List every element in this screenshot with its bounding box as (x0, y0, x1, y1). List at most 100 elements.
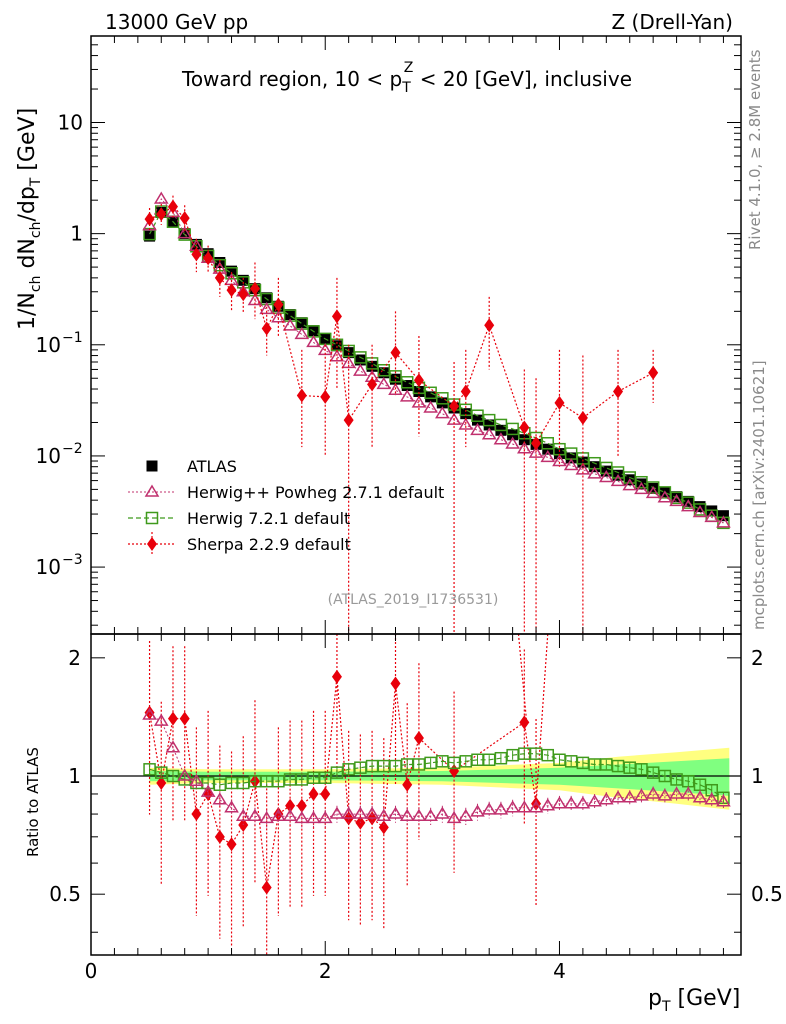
herwigpp-point (247, 293, 263, 306)
herwigpp-ratio-point (716, 794, 731, 807)
herwigpp-point (282, 318, 298, 331)
sherpa-ratio-point (167, 711, 178, 726)
herwigpp-point (634, 481, 649, 495)
herwigpp-point (446, 412, 462, 425)
atlas-point (518, 434, 530, 446)
sherpa-point (191, 247, 202, 262)
herwigpp-ratio-point (399, 808, 415, 821)
atlas-point (354, 354, 366, 366)
sherpa-point (390, 345, 401, 360)
herwigpp-ratio-point (458, 808, 474, 821)
herwigpp-ratio-point (294, 810, 310, 824)
x-tick-label: 0 (85, 959, 98, 983)
ratio-panel (91, 634, 741, 955)
sherpa-ratio-excursion (535, 634, 549, 804)
herwigpp-point (271, 310, 286, 323)
sherpa-ratio-point (519, 715, 530, 730)
title-subscript: T (401, 80, 411, 96)
herwigpp-ratio-point (142, 707, 157, 720)
herwigpp-ratio-point (481, 802, 497, 815)
sherpa-point (343, 413, 354, 428)
herwigpp-point (259, 301, 275, 315)
herwigpp-ratio-point (692, 790, 708, 803)
sherpa-line (149, 205, 654, 445)
atlas-point (565, 452, 577, 464)
sherpa-point (203, 251, 214, 266)
herwigpp-ratio-point (575, 796, 591, 809)
herwigpp-ratio-point (704, 792, 720, 805)
atlas-point (284, 309, 296, 321)
sherpa-ratio-point (261, 880, 272, 895)
legend-entry: Herwig++ Powheg 2.7.1 default (128, 483, 444, 502)
ratio-y-tick-label: 0.5 (49, 882, 81, 906)
sherpa-point (460, 384, 471, 399)
atlas-point (378, 367, 390, 379)
herwigpp-ratio-point (317, 810, 333, 824)
ratio-y-tick-label-right: 1 (751, 764, 764, 788)
sherpa-point (296, 388, 307, 403)
herwigpp-point (657, 490, 673, 503)
herwigpp-point (153, 191, 169, 204)
legend-entry: ATLAS (146, 457, 237, 476)
atlas-point (471, 414, 483, 426)
svg-text:Toward region, 10 < pTZ < 20 [: Toward region, 10 < pTZ < 20 [GeV], incl… (181, 60, 632, 96)
legend-entry: Herwig 7.2.1 default (128, 509, 350, 528)
atlas-point (413, 385, 425, 397)
atlas-point (436, 397, 448, 409)
legend-marker (144, 484, 160, 497)
sherpa-ratio-point (273, 807, 284, 822)
herwigpp-point (329, 349, 345, 362)
title-text: Toward region, 10 < p (181, 67, 402, 91)
herwigpp-ratio-point (563, 796, 579, 809)
legend-marker (147, 537, 157, 551)
sherpa-point (214, 270, 225, 285)
herwigpp-point (563, 458, 579, 471)
analysis-id: (ATLAS_2019_I1736531) (328, 592, 499, 608)
sherpa-point (519, 420, 530, 435)
sherpa-ratio-point (449, 763, 460, 778)
herwigpp-ratio-point (634, 788, 649, 801)
herwigpp-ratio-point (235, 808, 251, 821)
herwigpp-point (376, 376, 392, 390)
ratio-y-tick-label: 2 (68, 646, 81, 670)
sherpa-ratio-point (308, 786, 319, 801)
herwigpp-point (610, 473, 626, 487)
title-superscript: Z (404, 60, 414, 76)
herwigpp-ratio-point (271, 808, 286, 821)
sherpa-point (331, 309, 342, 324)
sherpa-point (449, 399, 460, 414)
herwigpp-ratio-point (423, 808, 438, 821)
herwigpp-ratio-point (165, 740, 181, 753)
y-axis-label: 1/Nch dNch/dpT [GeV] (15, 108, 44, 330)
herwigpp-point (411, 395, 427, 408)
herwigpp-ratio-point (376, 808, 392, 821)
y-tick-label: 10 (36, 333, 61, 357)
herwigpp-point (692, 505, 708, 518)
herwigpp-point (716, 515, 731, 528)
atlas-point (331, 340, 343, 352)
legend-label: Herwig++ Powheg 2.7.1 default (187, 483, 444, 502)
sherpa-point (167, 199, 178, 214)
y-tick-exponent: −1 (62, 330, 83, 346)
herwigpp-ratio-point (224, 800, 239, 813)
legend: ATLAS Herwig++ Powheg 2.7.1 default Herwig… (128, 457, 444, 556)
sherpa-ratio-point (296, 798, 307, 813)
herwigpp-ratio-point (212, 792, 228, 805)
legend-marker (145, 511, 159, 525)
herwigpp-point (575, 462, 591, 475)
atlas-point (237, 274, 249, 286)
herwigpp-point (598, 470, 614, 483)
herwigpp-point (353, 363, 368, 376)
herwigpp-ratio-point (470, 804, 485, 817)
legend-label: ATLAS (187, 457, 237, 476)
herwigpp-point (493, 432, 509, 445)
title-rest: < 20 [GeV], inclusive (413, 67, 632, 91)
herwigpp-point (540, 449, 556, 463)
herwigpp-point (704, 509, 720, 523)
atlas-point (460, 408, 472, 420)
sherpa-ratio-point (413, 730, 424, 745)
atlas-point (577, 456, 589, 468)
collision-label: 13000 GeV pp (105, 10, 248, 34)
